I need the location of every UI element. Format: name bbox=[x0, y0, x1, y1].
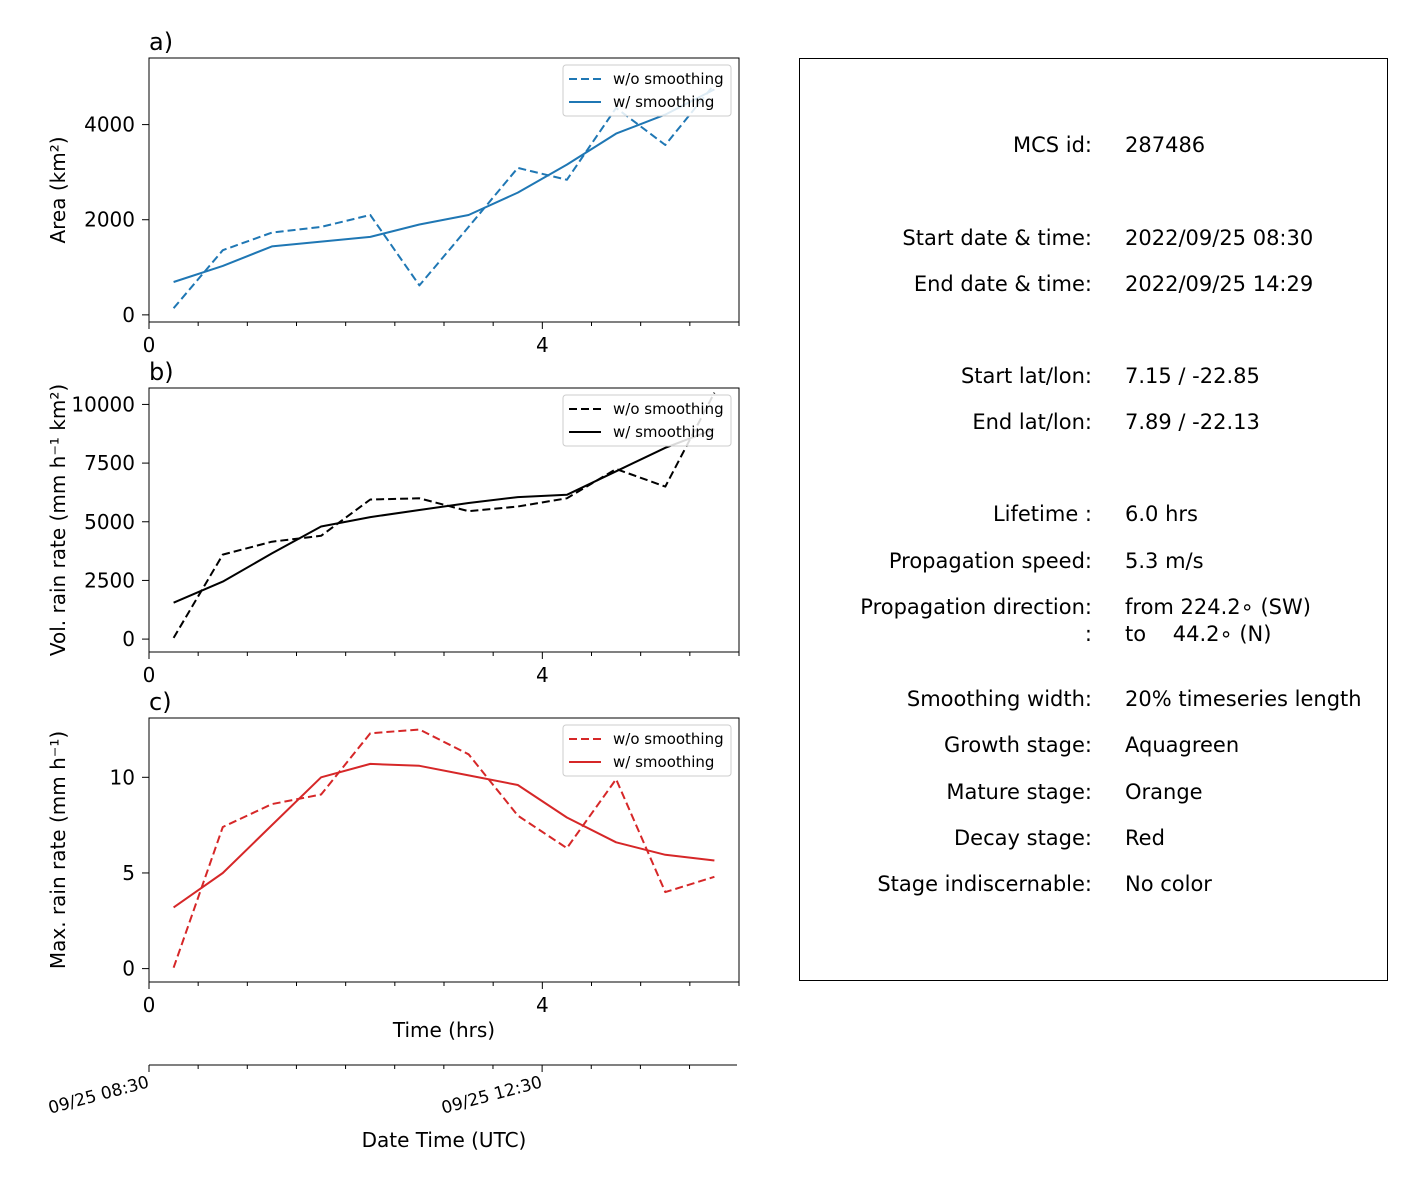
series-line-smoothed bbox=[173, 88, 715, 283]
info-value: 2022/09/25 14:29 bbox=[1125, 272, 1314, 296]
legend-label: w/o smoothing bbox=[613, 400, 724, 418]
x-tick-label: 4 bbox=[536, 333, 549, 357]
y-tick-label: 5000 bbox=[84, 510, 135, 534]
info-label: : bbox=[1084, 622, 1092, 646]
info-label: Propagation speed: bbox=[888, 549, 1092, 573]
x-tick-label: 0 bbox=[143, 663, 156, 687]
info-label: Stage indiscernable: bbox=[877, 872, 1092, 896]
info-value: from 224.2∘ (SW) bbox=[1125, 595, 1311, 619]
y-tick-label: 10000 bbox=[71, 392, 135, 416]
info-label: Start lat/lon: bbox=[960, 364, 1092, 388]
info-panel: MCS id: 287486 Start date & time: 2022/09/2… bbox=[799, 58, 1388, 981]
datetime-tick-label: 09/25 12:30 bbox=[439, 1073, 544, 1119]
legend: w/o smoothing w/ smoothing bbox=[562, 724, 732, 777]
legend-label: w/ smoothing bbox=[613, 93, 714, 111]
x-tick-label: 0 bbox=[143, 993, 156, 1017]
info-label: End date & time: bbox=[913, 272, 1092, 296]
y-axis-label: Max. rain rate (mm h⁻¹) bbox=[46, 731, 70, 969]
series-line-smoothed bbox=[173, 762, 715, 909]
legend-box bbox=[562, 724, 732, 777]
legend: w/o smoothing w/ smoothing bbox=[562, 394, 732, 447]
legend: w/o smoothing w/ smoothing bbox=[562, 64, 732, 117]
info-value: 7.89 / -22.13 bbox=[1125, 410, 1260, 434]
legend-label: w/ smoothing bbox=[613, 753, 714, 771]
panel-a: a) 0 4 0 2000 4000 Area (km²) w/o smoothing w/ s… bbox=[46, 28, 740, 357]
y-axis-label: Vol. rain rate (mm h⁻¹ km²) bbox=[46, 384, 70, 656]
series-line-unsmoothed bbox=[172, 83, 716, 309]
legend-label: w/ smoothing bbox=[613, 423, 714, 441]
y-axis-label: Area (km²) bbox=[46, 136, 70, 243]
panel-label: a) bbox=[149, 28, 173, 56]
y-tick-label: 4000 bbox=[84, 113, 135, 137]
info-value: to 44.2∘ (N) bbox=[1125, 622, 1272, 646]
x-tick-label: 4 bbox=[536, 663, 549, 687]
y-tick-label: 2500 bbox=[84, 568, 135, 592]
legend-box bbox=[562, 394, 732, 447]
legend-label: w/o smoothing bbox=[613, 70, 724, 88]
y-tick-label: 0 bbox=[122, 627, 135, 651]
info-label: End lat/lon: bbox=[972, 410, 1092, 434]
x-axis-label: Time (hrs) bbox=[392, 1018, 495, 1042]
info-label: Mature stage: bbox=[946, 780, 1092, 804]
info-label: Lifetime : bbox=[992, 502, 1092, 526]
panel-c: c) 0 4 0 5 10 Max. rain rate (mm h⁻¹) w/o smoot… bbox=[46, 688, 740, 1017]
datetime-axis-label: Date Time (UTC) bbox=[362, 1128, 527, 1152]
info-label: Decay stage: bbox=[954, 826, 1092, 850]
datetime-tick-label: 09/25 08:30 bbox=[46, 1073, 151, 1119]
panel-label: c) bbox=[149, 688, 172, 716]
y-tick-label: 0 bbox=[122, 303, 135, 327]
series-line-unsmoothed bbox=[172, 728, 715, 969]
legend-box bbox=[562, 64, 732, 117]
y-tick-label: 0 bbox=[122, 957, 135, 981]
series-line-smoothed bbox=[173, 428, 715, 604]
info-value: 20% timeseries length bbox=[1125, 687, 1362, 711]
info-label: Propagation direction: bbox=[860, 595, 1092, 619]
y-tick-label: 2000 bbox=[84, 208, 135, 232]
info-value: No color bbox=[1125, 872, 1212, 896]
x-tick-label: 4 bbox=[536, 993, 549, 1017]
info-value: Red bbox=[1125, 826, 1165, 850]
info-value: 7.15 / -22.85 bbox=[1125, 364, 1260, 388]
info-label: Growth stage: bbox=[943, 733, 1092, 757]
panel-label: b) bbox=[149, 358, 174, 386]
info-value: 6.0 hrs bbox=[1125, 502, 1198, 526]
info-label: Smoothing width: bbox=[906, 687, 1092, 711]
info-value: 2022/09/25 08:30 bbox=[1125, 226, 1314, 250]
y-tick-label: 5 bbox=[122, 861, 135, 885]
info-value: Aquagreen bbox=[1125, 733, 1240, 757]
info-label: MCS id: bbox=[1012, 133, 1092, 157]
info-value: 5.3 m/s bbox=[1125, 549, 1204, 573]
info-value: 287486 bbox=[1125, 133, 1206, 157]
info-label: Start date & time: bbox=[902, 226, 1092, 250]
y-tick-label: 7500 bbox=[84, 451, 135, 475]
series-line-unsmoothed bbox=[172, 392, 716, 639]
info-value: Orange bbox=[1125, 780, 1203, 804]
datetime-axis: 09/25 08:30 09/25 12:30 Date Time (UTC) bbox=[46, 1064, 737, 1152]
legend-label: w/o smoothing bbox=[613, 730, 724, 748]
x-tick-label: 0 bbox=[143, 333, 156, 357]
y-tick-label: 10 bbox=[110, 765, 135, 789]
